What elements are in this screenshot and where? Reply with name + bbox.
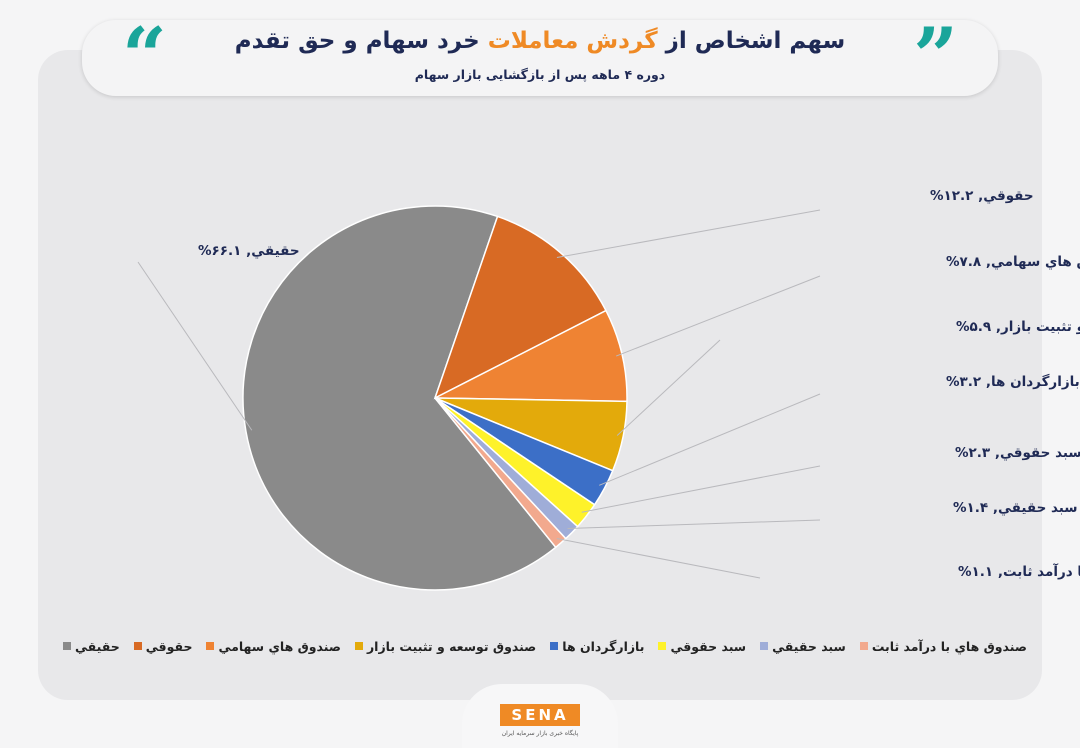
logo-area: SENA پایگاه خبری بازار سرمایه ایران: [462, 684, 618, 748]
legend-item-7: صندوق هاي با درآمد ثابت: [859, 638, 1027, 654]
legend-item-2: صندوق هاي سهامي: [206, 639, 341, 654]
data-label-5: سبد حقوقي, ۲.۳%: [955, 445, 1080, 461]
pie-slice-1: [433, 215, 607, 400]
legend-label-2: صندوق هاي سهامي: [218, 638, 341, 654]
title-part2: خرد سهام و حق تقدم: [234, 28, 488, 54]
leader-line-3: [616, 339, 721, 436]
chart-legend: حقيقي حقوقي صندوق هاي سهامي صندوق توسعه و ت…: [63, 632, 1027, 660]
title-accent: گردش معاملات: [487, 28, 658, 54]
data-label-4: بازارگردان ها, ۳.۲%: [946, 373, 1080, 390]
title-part1: سهم اشخاص از: [657, 28, 846, 54]
leader-line-7: [556, 538, 761, 579]
legend-swatch-6: [760, 642, 769, 650]
legend-label-1: حقوقي: [145, 638, 193, 654]
data-label-2: صندوق هاي سهامي, ۷.۸%: [946, 254, 1080, 270]
data-label-6: سبد حقيقي, ۱.۴%: [953, 500, 1078, 516]
legend-item-4: بازارگردان ها: [550, 639, 644, 654]
legend-item-5: سبد حقوقي: [658, 639, 746, 654]
legend-item-6: سبد حقيقي: [760, 639, 846, 654]
legend-swatch-3: [354, 642, 363, 650]
pie-slice-7: [434, 397, 567, 549]
legend-swatch-0: [63, 642, 72, 650]
legend-label-0: حقيقي: [75, 638, 120, 654]
data-label-1: حقوقي, ۱۲.۲%: [930, 188, 1034, 204]
legend-swatch-4: [550, 642, 559, 650]
legend-swatch-7: [859, 642, 868, 650]
logo-tagline: پایگاه خبری بازار سرمایه ایران: [501, 730, 579, 737]
chart-title: سهم اشخاص از گردش معاملات خرد سهام و حق …: [232, 28, 848, 54]
legend-item-3: صندوق توسعه و تثبيت بازار: [354, 638, 537, 654]
legend-label-6: سبد حقيقي: [772, 638, 846, 654]
legend-label-7: صندوق هاي با درآمد ثابت: [871, 638, 1027, 654]
data-label-3: صندوق توسعه و تثبيت بازار, ۵.۹%: [956, 319, 1080, 335]
pie-slice-2: [434, 309, 628, 403]
chart-subtitle: دوره ۴ ماهه پس از بازگشایی بازار سهام: [414, 67, 666, 82]
leader-line-4: [599, 393, 821, 486]
legend-swatch-5: [658, 642, 667, 650]
data-label-0: حقيقي, ۶۶.۱%: [198, 243, 300, 259]
legend-swatch-1: [133, 642, 142, 650]
legend-label-5: سبد حقوقي: [670, 638, 747, 654]
leader-line-6: [567, 519, 821, 530]
pie-slice-0: [242, 205, 557, 591]
leader-line-5: [581, 465, 821, 513]
leader-line-0: [137, 261, 253, 431]
legend-item-1: حقوقي: [133, 638, 193, 654]
legend-label-4: بازارگردان ها: [562, 638, 645, 654]
legend-label-3: صندوق توسعه و تثبيت بازار: [366, 638, 537, 654]
data-label-7: صندوق هاي با درآمد ثابت, ۱.۱%: [958, 563, 1080, 580]
leader-line-1: [556, 209, 821, 259]
sena-logo: SENA: [500, 704, 580, 726]
quote-close-icon: ”: [913, 11, 958, 102]
leader-line-2: [616, 275, 821, 357]
legend-item-0: حقيقي: [63, 639, 120, 654]
title-banner: “ ” سهم اشخاص از گردش معاملات خرد سهام و…: [82, 11, 998, 102]
legend-swatch-2: [206, 642, 215, 650]
quote-open-icon: “: [122, 11, 167, 102]
